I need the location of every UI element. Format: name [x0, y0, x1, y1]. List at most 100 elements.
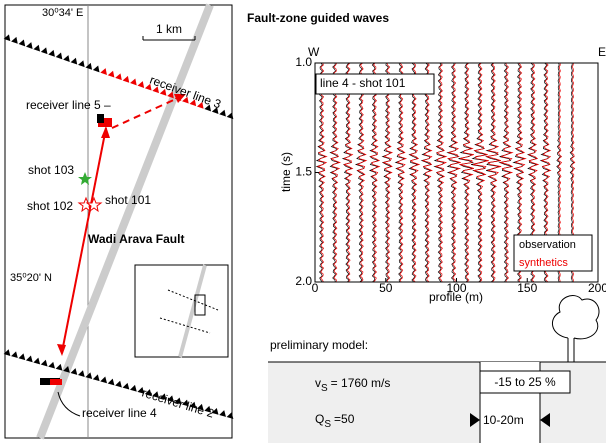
- inset-map: [134, 264, 229, 358]
- receiver: [115, 73, 122, 81]
- receiver: [204, 405, 212, 413]
- receiver: [219, 410, 226, 417]
- trace: [369, 62, 381, 283]
- receiver: [167, 395, 174, 403]
- x-tick-label: 100: [446, 281, 466, 295]
- receiver: [189, 99, 197, 107]
- receiver: [3, 34, 11, 42]
- receiver: [107, 70, 115, 78]
- tree: [552, 295, 600, 362]
- x-tick-label: 50: [379, 281, 393, 295]
- receiver: [144, 389, 152, 396]
- width-arrow: [540, 413, 550, 427]
- receiver: [92, 65, 100, 73]
- receiver: [63, 55, 70, 62]
- receiver: [226, 412, 234, 419]
- receiver: [137, 81, 145, 88]
- panel-title: Fault-zone guided waves: [247, 11, 389, 25]
- direction-label: E: [598, 45, 606, 59]
- legend-entry: synthetics: [519, 257, 568, 269]
- receiver: [100, 68, 107, 75]
- label-pointer: [57, 391, 81, 417]
- receiver: [159, 88, 167, 96]
- receiver: [25, 355, 33, 363]
- receiver: [40, 359, 48, 367]
- y-tick-label: 1.0: [295, 55, 312, 69]
- receiver: [196, 403, 204, 411]
- trace: [459, 62, 475, 283]
- map-label: Wadi Arava Fault: [88, 232, 184, 246]
- trace: [382, 62, 394, 283]
- receiver-marker: [97, 114, 104, 123]
- receiver-line-2: [3, 349, 234, 419]
- map-label: receiver line 5 –: [26, 98, 111, 112]
- receiver: [204, 104, 212, 112]
- receiver: [211, 408, 219, 415]
- receiver: [144, 83, 152, 91]
- receiver: [174, 397, 182, 405]
- receiver: [11, 351, 18, 359]
- trace: [446, 62, 462, 283]
- receiver: [18, 39, 26, 47]
- y-tick-label: 2.0: [295, 274, 312, 288]
- shot-line: [61, 127, 107, 353]
- seismograms: [315, 62, 576, 283]
- receiver: [63, 366, 70, 373]
- panel-label: line 4 - shot 101: [320, 76, 406, 90]
- receiver: [115, 380, 122, 388]
- trace: [330, 62, 342, 283]
- trace: [433, 62, 447, 283]
- trace: [354, 62, 366, 283]
- trace: [498, 62, 512, 283]
- y-axis-label: time (s): [279, 152, 293, 192]
- receiver: [55, 52, 63, 60]
- trace: [368, 62, 380, 283]
- trace: [471, 62, 488, 283]
- receiver: [11, 36, 18, 44]
- trace: [486, 62, 502, 283]
- receiver: [122, 75, 130, 83]
- trace: [394, 62, 406, 283]
- receiver: [40, 47, 48, 55]
- receiver: [182, 96, 189, 104]
- map-label: 1 km: [156, 22, 182, 36]
- x-tick-label: 200: [588, 281, 606, 295]
- trace: [341, 62, 353, 283]
- trace: [396, 62, 408, 283]
- trace: [316, 62, 328, 283]
- x-axis-label: profile (m): [429, 290, 483, 304]
- receiver: [211, 107, 219, 114]
- receiver: [48, 361, 55, 369]
- trace: [421, 62, 433, 283]
- receiver: [25, 42, 33, 49]
- receiver: [182, 399, 189, 407]
- trace: [500, 62, 514, 283]
- receiver-marker: [98, 118, 112, 127]
- map-label: shot 101: [105, 193, 151, 207]
- zone-width: 10-20m: [483, 413, 524, 427]
- receiver: [107, 378, 115, 386]
- receiver: [167, 91, 174, 99]
- arrowhead: [57, 344, 66, 356]
- q-factor: QS =50: [315, 412, 355, 429]
- value: =50: [334, 412, 355, 426]
- map-label: shot 103: [28, 163, 74, 177]
- inset-line: [167, 289, 219, 311]
- receiver: [159, 393, 167, 401]
- legend: [513, 234, 593, 272]
- shot-star: [78, 172, 92, 185]
- receiver: [85, 62, 93, 70]
- trace: [409, 62, 421, 283]
- trace: [458, 62, 474, 283]
- legend-entry: observation: [519, 239, 576, 251]
- trace: [381, 62, 393, 283]
- arrowhead: [174, 94, 186, 103]
- map-label: shot 102: [27, 199, 73, 213]
- subscript: S: [324, 419, 331, 430]
- receiver: [78, 60, 85, 68]
- velocity: vS = 1760 m/s: [315, 376, 390, 393]
- receiver: [152, 86, 159, 94]
- receiver: [189, 401, 197, 409]
- y-tick-label: 1.5: [295, 165, 312, 179]
